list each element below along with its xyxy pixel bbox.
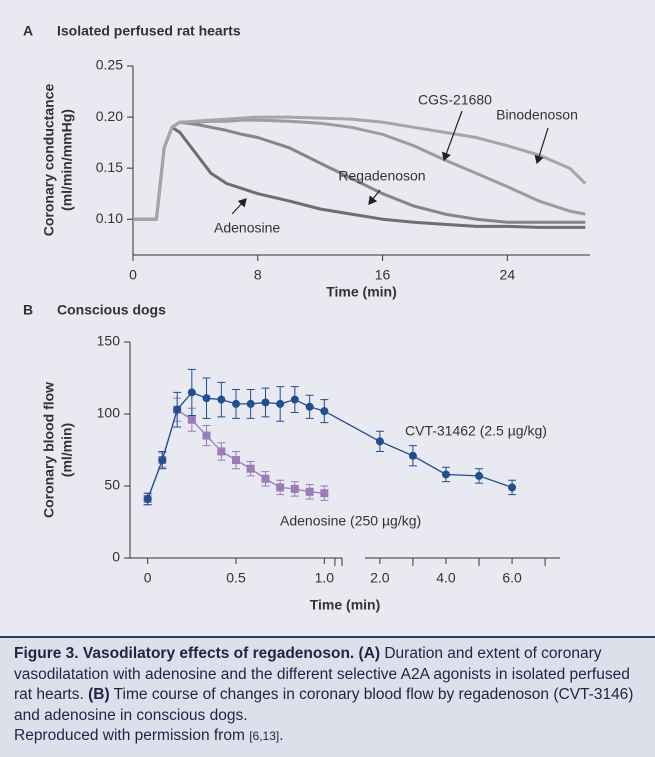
caption-text: Figure 3. Vasodilatory effects of regade…: [14, 645, 381, 662]
figure-background: [0, 0, 655, 636]
marker: [187, 415, 196, 424]
y-axis-label: Coronary blood flow: [41, 382, 57, 518]
marker: [187, 388, 196, 397]
series-label: Adenosine (250 µg/kg): [280, 513, 421, 529]
marker: [217, 447, 226, 456]
caption-text: .: [279, 727, 284, 744]
y-tick-label: 150: [97, 333, 121, 349]
marker: [475, 471, 484, 480]
x-tick-label: 4.0: [436, 570, 456, 586]
marker: [320, 407, 329, 416]
marker: [202, 394, 211, 403]
caption-paragraph: Reproduced with permission from [6,13].: [14, 726, 641, 747]
marker: [143, 494, 152, 503]
marker: [320, 489, 329, 498]
y-tick-label: 0.25: [96, 57, 123, 73]
panel-title: Conscious dogs: [57, 302, 166, 318]
y-axis-label: (ml/min/mmHg): [59, 109, 75, 211]
y-axis-label: Coronary conductance: [41, 84, 57, 237]
panel-title: Isolated perfused rat hearts: [57, 23, 241, 39]
chart: A Isolated perfused rat hearts 0.10 0.15 0.2…: [0, 0, 655, 636]
y-tick-label: 50: [104, 477, 120, 493]
marker: [232, 456, 240, 465]
x-axis-label: Time (min): [326, 284, 397, 300]
marker: [261, 398, 270, 407]
x-tick-label: 0: [144, 570, 152, 586]
series-label: Binodenoson: [496, 107, 578, 123]
caption-paragraph: Figure 3. Vasodilatory effects of regade…: [14, 644, 641, 726]
marker: [173, 405, 182, 414]
caption-text: [6,13]: [249, 729, 280, 743]
x-tick-label: 1.0: [315, 570, 335, 586]
x-tick-label: 6.0: [502, 570, 522, 586]
panel-letter: A: [23, 23, 33, 39]
y-tick-label: 100: [97, 405, 121, 421]
caption-text: (B): [88, 686, 110, 703]
series-label: Adenosine: [214, 220, 280, 236]
marker: [246, 399, 255, 408]
y-tick-label: 0.15: [96, 159, 123, 175]
series-label: CVT-31462 (2.5 µg/kg): [405, 423, 547, 439]
y-tick-label: 0.20: [96, 108, 123, 124]
annotation-arrow: [534, 127, 549, 165]
series-label: Regadenoson: [338, 168, 425, 184]
caption: Figure 3. Vasodilatory effects of regade…: [0, 636, 655, 757]
y-tick-label: 0: [112, 549, 120, 565]
marker: [290, 395, 299, 404]
x-tick-label: 0: [129, 267, 137, 283]
series-label: CGS-21680: [418, 92, 492, 108]
x-axis-label: Time (min): [310, 597, 381, 613]
annotation-arrow: [441, 110, 463, 162]
panel-letter: B: [23, 302, 33, 318]
annotation-arrow: [231, 198, 247, 215]
series-line: [133, 115, 587, 221]
marker: [276, 483, 285, 492]
marker: [408, 451, 417, 460]
caption-text: Reproduced with permission from: [14, 727, 250, 744]
caption-text: Duration and extent of coronary vasodila…: [14, 645, 630, 703]
marker: [290, 484, 299, 493]
marker: [202, 431, 211, 440]
x-tick-label: 24: [500, 267, 516, 283]
marker: [261, 474, 270, 483]
marker: [305, 402, 314, 411]
marker: [305, 487, 314, 496]
annotation-arrow: [368, 189, 381, 205]
marker: [508, 483, 517, 492]
x-tick-label: 0.5: [226, 570, 246, 586]
marker: [217, 395, 226, 404]
x-tick-label: 8: [254, 267, 262, 283]
x-tick-label: 16: [375, 267, 391, 283]
marker: [246, 464, 255, 473]
caption-text: Time course of changes in coronary blood…: [14, 686, 634, 724]
marker: [441, 470, 450, 479]
marker: [375, 437, 384, 446]
y-axis-label: (ml/min): [59, 423, 75, 477]
x-tick-label: 2.0: [370, 570, 390, 586]
marker: [158, 456, 167, 465]
marker: [232, 399, 240, 408]
y-tick-label: 0.10: [96, 210, 123, 226]
marker: [276, 399, 285, 408]
